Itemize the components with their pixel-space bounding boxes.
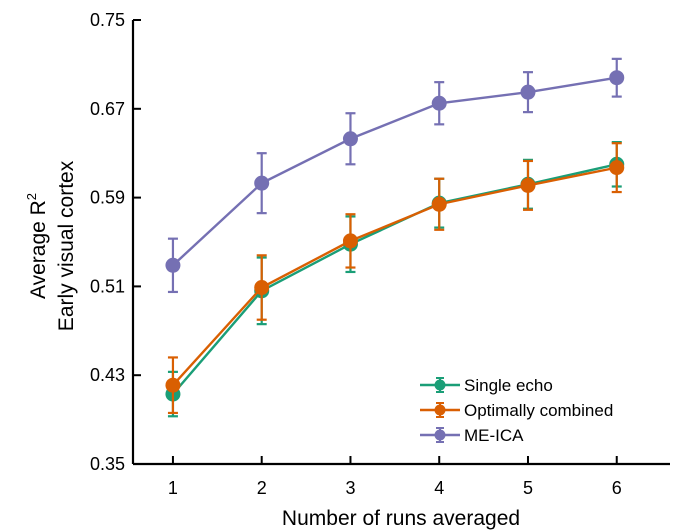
data-point: [520, 177, 536, 193]
x-tick-label: 4: [434, 478, 444, 498]
x-tick-label: 1: [168, 478, 178, 498]
legend: Single echo Optimally combined ME-ICA: [420, 376, 613, 445]
series-line: [172, 163, 618, 395]
y-axis-label-line1: Average R2: [24, 193, 50, 299]
y-tick-label: 0.35: [90, 454, 125, 474]
x-axis-label: Number of runs averaged: [282, 507, 520, 530]
data-point: [431, 196, 447, 212]
data-point: [609, 70, 625, 86]
y-tick-label: 0.43: [90, 365, 125, 385]
series-single-echo: [165, 141, 625, 418]
data-point: [254, 280, 270, 296]
axes: [131, 20, 670, 466]
series-line: [172, 166, 617, 386]
series-layer: [165, 57, 625, 418]
y-axis-label-superscript: 2: [24, 193, 39, 200]
legend-entry: Optimally combined: [420, 401, 613, 420]
series-line: [172, 76, 617, 267]
y-tick-label: 0.51: [90, 276, 125, 296]
data-point: [431, 95, 447, 111]
series-optimally-combined: [165, 142, 625, 415]
y-tick-label: 0.75: [90, 10, 125, 30]
x-tick-label: 6: [612, 478, 622, 498]
legend-label: Single echo: [464, 376, 553, 395]
x-tick-label: 2: [257, 478, 267, 498]
legend-marker: [434, 429, 446, 441]
legend-entry: ME-ICA: [420, 426, 524, 445]
legend-marker: [434, 404, 446, 416]
data-point: [165, 257, 181, 273]
y-tick-label: 0.59: [90, 188, 125, 208]
data-point: [165, 377, 181, 393]
y-axis-label-prefix: Average R: [27, 200, 50, 299]
ticks: 1 2 3 4 5 6 0.35 0.43 0.51 0.59 0.67 0.75: [90, 10, 622, 498]
data-point: [342, 233, 358, 249]
x-tick-label: 5: [523, 478, 533, 498]
legend-marker: [434, 379, 446, 391]
y-axis-label-line2: Early visual cortex: [55, 160, 78, 331]
data-point: [609, 160, 625, 176]
y-tick-label: 0.67: [90, 99, 125, 119]
legend-label: ME-ICA: [464, 426, 524, 445]
legend-entry: Single echo: [420, 376, 553, 395]
data-point: [342, 131, 358, 147]
data-point: [520, 84, 536, 100]
legend-label: Optimally combined: [464, 401, 613, 420]
data-point: [254, 175, 270, 191]
x-tick-label: 3: [345, 478, 355, 498]
series-me-ica: [165, 57, 625, 294]
